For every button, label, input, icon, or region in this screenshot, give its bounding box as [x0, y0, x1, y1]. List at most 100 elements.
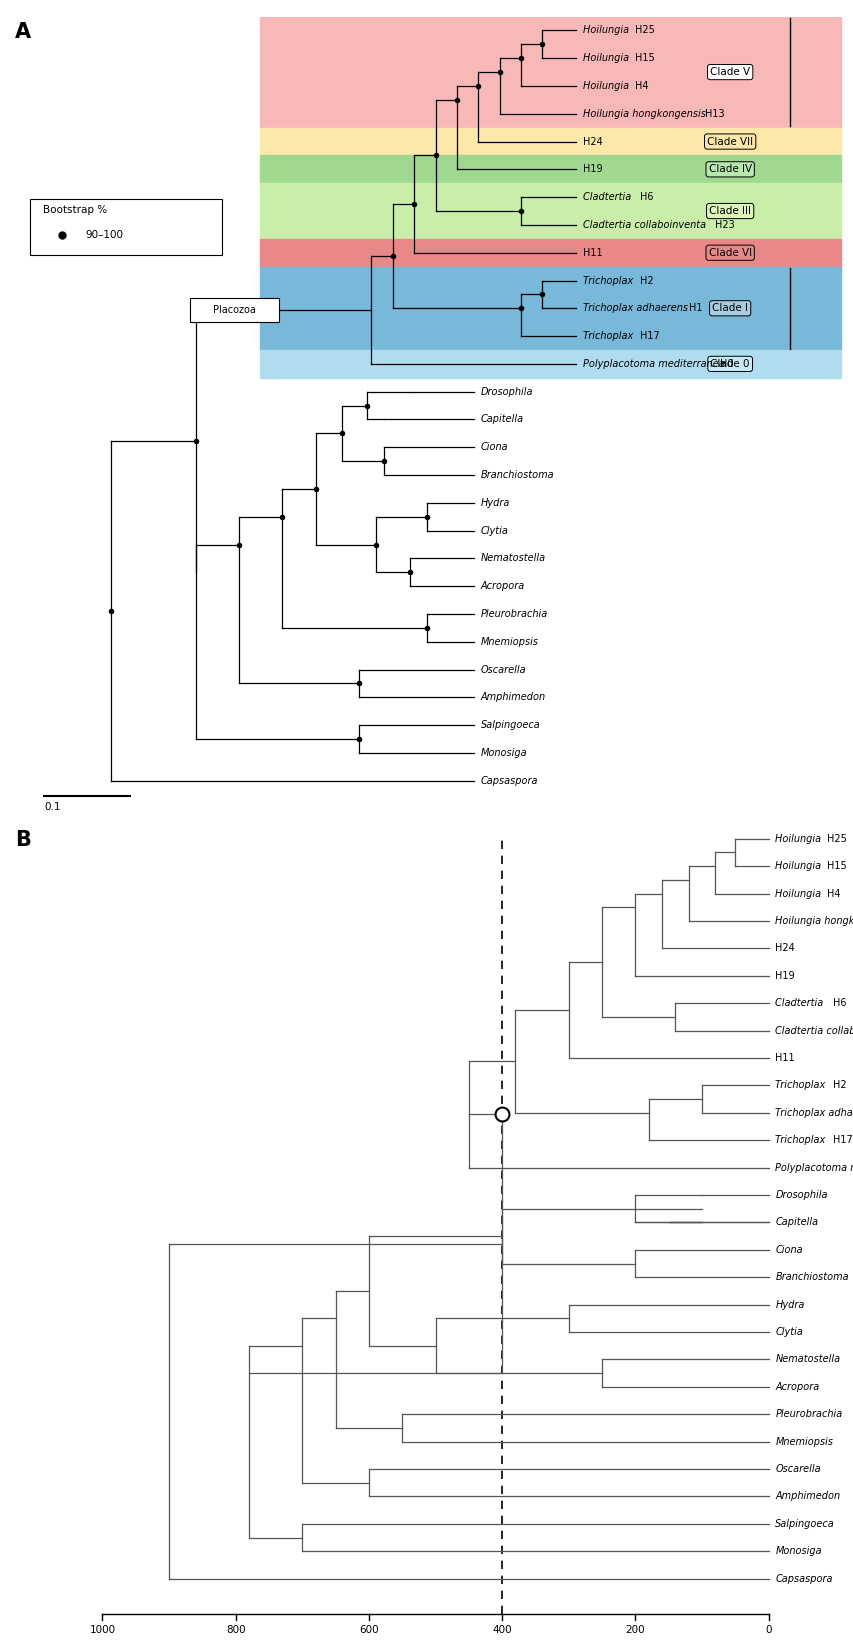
- Text: Amphimedon: Amphimedon: [775, 1492, 839, 1502]
- Text: Hydra: Hydra: [480, 498, 509, 508]
- Text: Acropora: Acropora: [775, 1381, 819, 1393]
- Text: Cladtertia: Cladtertia: [583, 191, 634, 203]
- Text: Cladtertia: Cladtertia: [775, 998, 826, 1008]
- Text: Clade VI: Clade VI: [708, 248, 751, 257]
- Text: H11: H11: [775, 1053, 794, 1063]
- Text: Ciona: Ciona: [480, 442, 508, 452]
- Text: H4: H4: [827, 888, 840, 899]
- Text: A: A: [15, 21, 32, 41]
- Text: Nematostella: Nematostella: [480, 553, 545, 563]
- Text: Capitella: Capitella: [480, 414, 523, 424]
- Text: H25: H25: [635, 25, 654, 35]
- Text: Pleurobrachia: Pleurobrachia: [480, 609, 548, 619]
- Text: Bootstrap %: Bootstrap %: [43, 206, 107, 216]
- Text: Oscarella: Oscarella: [480, 665, 525, 675]
- Text: Oscarella: Oscarella: [775, 1464, 820, 1473]
- Text: B: B: [15, 830, 32, 850]
- Text: Capsaspora: Capsaspora: [480, 776, 537, 785]
- Text: 800: 800: [226, 1625, 245, 1635]
- Text: Salpingoeca: Salpingoeca: [775, 1520, 834, 1530]
- Bar: [260, 155, 840, 183]
- Text: Capsaspora: Capsaspora: [775, 1574, 832, 1584]
- Text: H19: H19: [775, 970, 794, 980]
- Bar: [30, 198, 222, 256]
- Text: Clade III: Clade III: [708, 206, 751, 216]
- Text: H17: H17: [832, 1135, 851, 1145]
- Text: Cladtertia collaboinventa: Cladtertia collaboinventa: [583, 219, 709, 229]
- Text: Clade V: Clade V: [710, 68, 749, 78]
- Text: H13: H13: [704, 109, 723, 119]
- Text: H4: H4: [635, 81, 648, 91]
- Text: Hoilungia: Hoilungia: [775, 833, 824, 843]
- Text: Trichoplax: Trichoplax: [583, 332, 636, 342]
- Text: Monosiga: Monosiga: [775, 1546, 821, 1556]
- Text: H6: H6: [640, 191, 653, 203]
- Text: 1000: 1000: [90, 1625, 115, 1635]
- Text: Hoilungia: Hoilungia: [583, 53, 632, 63]
- Text: H19: H19: [583, 165, 602, 175]
- Text: Mnemiopsis: Mnemiopsis: [775, 1437, 833, 1447]
- Text: Branchiostoma: Branchiostoma: [775, 1272, 848, 1282]
- Text: Drosophila: Drosophila: [775, 1190, 827, 1200]
- Text: Trichoplax adhaerens: Trichoplax adhaerens: [775, 1107, 853, 1117]
- Text: Hoilungia: Hoilungia: [775, 861, 824, 871]
- Text: H15: H15: [827, 861, 846, 871]
- Text: Trichoplax: Trichoplax: [775, 1135, 827, 1145]
- Text: Clytia: Clytia: [775, 1327, 803, 1337]
- Text: H15: H15: [635, 53, 654, 63]
- Text: Clytia: Clytia: [480, 526, 508, 536]
- Text: H24: H24: [583, 137, 602, 147]
- Text: Clade 0: Clade 0: [710, 358, 749, 370]
- Text: H24: H24: [775, 944, 794, 954]
- Text: 600: 600: [359, 1625, 378, 1635]
- Bar: [260, 239, 840, 267]
- Bar: [260, 350, 840, 378]
- Text: H17: H17: [640, 332, 659, 342]
- Text: Salpingoeca: Salpingoeca: [480, 719, 540, 731]
- Bar: [260, 16, 840, 127]
- Text: H2: H2: [832, 1081, 845, 1091]
- Text: Clade VII: Clade VII: [706, 137, 752, 147]
- Text: Hoilungia: Hoilungia: [775, 888, 824, 899]
- Text: Nematostella: Nematostella: [775, 1355, 839, 1365]
- Text: Drosophila: Drosophila: [480, 386, 532, 396]
- Text: 0: 0: [764, 1625, 771, 1635]
- Text: Hoilungia: Hoilungia: [583, 81, 632, 91]
- Bar: [260, 267, 840, 350]
- Text: Hoilungia hongkongensis: Hoilungia hongkongensis: [775, 916, 853, 926]
- Text: 0.1: 0.1: [44, 802, 61, 812]
- Text: Branchiostoma: Branchiostoma: [480, 470, 554, 480]
- Text: 90–100: 90–100: [85, 229, 123, 239]
- Text: Amphimedon: Amphimedon: [480, 693, 545, 703]
- Text: Hoilungia: Hoilungia: [583, 25, 632, 35]
- Text: H6: H6: [832, 998, 845, 1008]
- Text: H1: H1: [688, 304, 702, 314]
- Text: Polyplacotoma mediterranea: Polyplacotoma mediterranea: [583, 358, 728, 370]
- Text: Acropora: Acropora: [480, 581, 525, 591]
- Text: Clade I: Clade I: [711, 304, 747, 314]
- Text: H0: H0: [719, 358, 733, 370]
- Text: 200: 200: [625, 1625, 644, 1635]
- Text: Placozoa: Placozoa: [213, 305, 256, 315]
- Bar: [260, 127, 840, 155]
- Text: Trichoplax: Trichoplax: [583, 276, 636, 285]
- Text: H11: H11: [583, 248, 602, 257]
- Text: H23: H23: [714, 219, 734, 229]
- Text: H25: H25: [827, 833, 846, 843]
- Text: Monosiga: Monosiga: [480, 747, 527, 757]
- Text: Trichoplax adhaerens: Trichoplax adhaerens: [583, 304, 691, 314]
- Text: Pleurobrachia: Pleurobrachia: [775, 1409, 842, 1419]
- Text: Ciona: Ciona: [775, 1244, 802, 1254]
- Text: 400: 400: [492, 1625, 511, 1635]
- Text: H2: H2: [640, 276, 653, 285]
- Text: Hydra: Hydra: [775, 1300, 804, 1310]
- Text: Hoilungia hongkongensis: Hoilungia hongkongensis: [583, 109, 709, 119]
- Text: Polyplacotoma mediterranea: Polyplacotoma mediterranea: [775, 1163, 853, 1173]
- Bar: [190, 299, 279, 322]
- Text: Cladtertia collaboinventa: Cladtertia collaboinventa: [775, 1026, 853, 1036]
- Text: Capitella: Capitella: [775, 1218, 817, 1228]
- Text: Clade IV: Clade IV: [708, 165, 751, 175]
- Text: Mnemiopsis: Mnemiopsis: [480, 637, 538, 647]
- Bar: [260, 183, 840, 239]
- Text: Trichoplax: Trichoplax: [775, 1081, 827, 1091]
